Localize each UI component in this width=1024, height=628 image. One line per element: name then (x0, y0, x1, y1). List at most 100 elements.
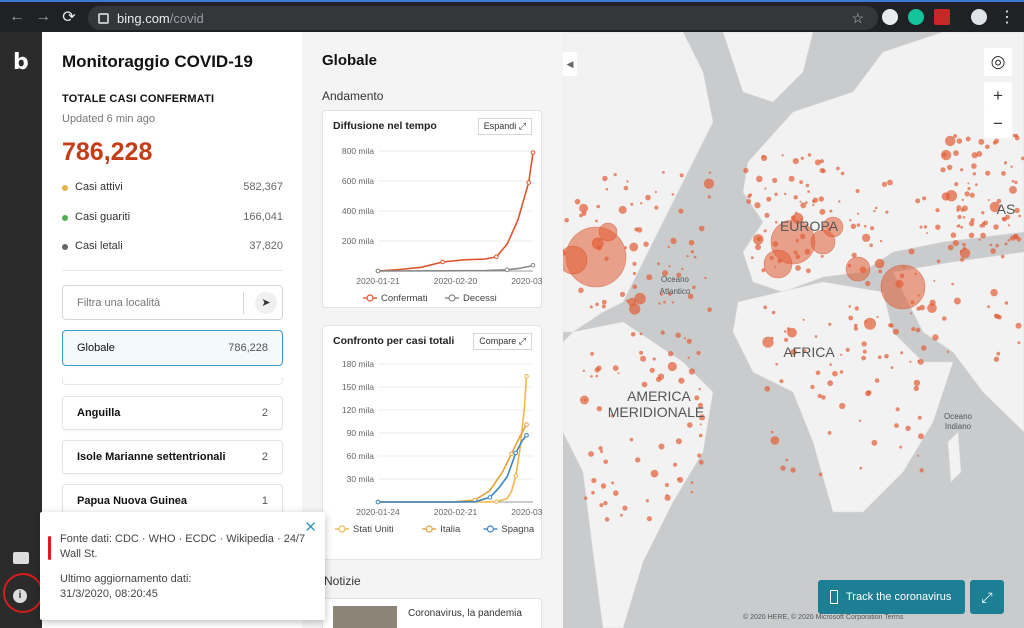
case-dot (902, 266, 905, 269)
case-dot (990, 248, 996, 254)
case-dot (890, 323, 894, 328)
case-dot (756, 175, 763, 183)
case-dot (786, 327, 791, 331)
case-dot (643, 241, 649, 247)
extension-icon[interactable] (882, 9, 898, 25)
case-dot (854, 323, 858, 328)
case-dot (942, 316, 947, 321)
legend-label: Italia (440, 524, 461, 535)
series-point (494, 254, 499, 260)
zoom-in-button[interactable]: + (984, 82, 1012, 110)
case-dot (755, 244, 761, 251)
url-path: /covid (169, 10, 204, 26)
stats-panel: Monitoraggio COVID-19 TOTALE CASI CONFER… (42, 32, 302, 628)
case-dot (629, 303, 641, 315)
case-dot (578, 287, 584, 294)
case-dot (775, 363, 778, 366)
case-dot (818, 196, 824, 202)
case-dot (857, 212, 860, 215)
case-dot (947, 164, 953, 171)
case-dot (764, 212, 770, 218)
case-dot (942, 152, 947, 157)
location-item[interactable]: Isole Marianne settentrionali 2 (62, 440, 283, 474)
case-dot (1001, 171, 1006, 176)
case-dot (921, 345, 927, 351)
expand-button[interactable]: Espandi ⤢ (477, 118, 532, 135)
locate-map-icon[interactable]: ◎ (984, 48, 1012, 76)
share-button[interactable]: ⤢ (970, 580, 1004, 614)
case-dot (678, 208, 684, 214)
case-dot (980, 232, 986, 239)
case-dot (774, 192, 778, 196)
case-dot (636, 227, 643, 233)
browser-menu-icon[interactable]: ⋮ (999, 9, 1015, 26)
case-bubble (880, 264, 926, 310)
case-dot (746, 199, 752, 204)
case-dot (950, 232, 957, 238)
back-icon[interactable]: ← (9, 8, 25, 25)
bookmark-star-icon[interactable]: ☆ (851, 9, 864, 26)
case-dot (829, 363, 832, 366)
case-dot (945, 135, 956, 147)
series-line (378, 434, 528, 503)
case-dot (770, 436, 780, 445)
case-dot (785, 458, 789, 462)
expand-label: Espandi (483, 121, 517, 131)
case-dot (699, 423, 702, 426)
address-bar[interactable]: bing.com/covid ☆ (88, 6, 878, 30)
case-dot (874, 206, 878, 210)
track-coronavirus-button[interactable]: Track the coronavirus (818, 580, 965, 614)
zoom-out-button[interactable]: − (984, 110, 1012, 138)
locate-me-icon[interactable]: ➤ (255, 292, 277, 314)
case-dot (596, 204, 600, 209)
case-dot (683, 337, 687, 340)
feedback-chat-icon[interactable] (13, 552, 29, 564)
case-dot (853, 326, 858, 331)
case-dot (800, 156, 804, 160)
collapse-panel-button[interactable]: ◀ (563, 52, 577, 76)
location-item-global[interactable]: Globale 786,228 (62, 330, 283, 366)
location-filter-input[interactable]: Filtra una località ➤ (62, 285, 283, 320)
bing-logo[interactable]: b (13, 50, 29, 75)
case-dot (687, 422, 693, 428)
case-dot (993, 356, 1000, 362)
case-dot (952, 240, 959, 247)
case-dot (678, 377, 685, 384)
case-dot (894, 423, 899, 428)
case-dot (971, 152, 978, 159)
case-dot (622, 505, 628, 511)
case-dot (972, 172, 976, 176)
case-dot (596, 406, 602, 412)
case-dot (914, 272, 917, 276)
case-dot (884, 353, 889, 359)
case-dot (996, 198, 1002, 204)
case-dot (777, 258, 782, 264)
case-dot (774, 220, 778, 224)
compare-button[interactable]: Compare ⤢ (473, 333, 532, 350)
case-dot (630, 202, 634, 206)
case-bubble (763, 249, 793, 279)
location-item[interactable]: Anguilla 2 (62, 396, 283, 430)
case-dot (1014, 207, 1020, 214)
profile-avatar[interactable] (971, 9, 987, 25)
chart-title: Diffusione nel tempo (333, 120, 437, 132)
case-dot (899, 445, 902, 449)
case-dot (646, 274, 653, 281)
close-icon[interactable]: ✕ (304, 519, 317, 536)
pdf-extension-icon[interactable] (934, 9, 950, 25)
world-map[interactable]: EUROPA AFRICA AMERICA MERIDIONALE AS Oceano At… (563, 32, 1024, 628)
location-label: Globale (77, 342, 115, 354)
case-dot (629, 242, 639, 252)
grammarly-icon[interactable] (908, 9, 924, 25)
case-dot (792, 212, 804, 224)
case-dot (1014, 135, 1020, 141)
forward-icon[interactable]: → (35, 8, 51, 25)
reload-icon[interactable]: ⟳ (62, 9, 76, 26)
x-tick-label: 2020-03-21 (511, 276, 543, 286)
case-dot (1007, 224, 1010, 227)
case-dot (675, 438, 682, 445)
case-dot (953, 297, 961, 305)
news-item[interactable]: Coronavirus, la pandemia (322, 598, 542, 628)
case-dot (800, 233, 806, 239)
